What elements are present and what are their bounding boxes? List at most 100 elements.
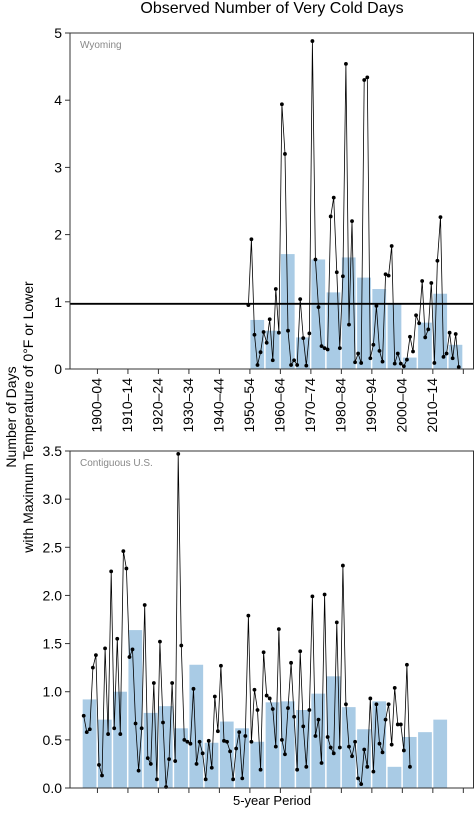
- annual-point-1934: [200, 751, 205, 756]
- annual-point-1915: [142, 603, 147, 607]
- annual-point-2012: [438, 215, 443, 220]
- annual-point-1958: [273, 287, 278, 291]
- annual-point-1995: [386, 273, 391, 278]
- annual-point-2011: [435, 258, 440, 263]
- annual-point-1982: [347, 322, 351, 327]
- annual-point-1980: [340, 563, 345, 568]
- annual-point-1903: [106, 732, 111, 736]
- annual-point-2008: [426, 327, 431, 332]
- x-tick-label-1960: 1960–64: [271, 378, 287, 433]
- annual-series-line: [83, 453, 411, 788]
- annual-point-1927: [179, 643, 184, 648]
- annual-point-1968: [304, 764, 309, 769]
- annual-point-2001: [405, 357, 409, 362]
- annual-point-1901: [100, 773, 104, 778]
- annual-point-1956: [267, 317, 272, 322]
- annual-point-1949: [246, 613, 251, 618]
- annual-point-1904: [109, 569, 114, 574]
- annual-point-1914: [139, 726, 144, 731]
- y-tick-label: 2: [54, 227, 62, 243]
- annual-point-1923: [167, 757, 171, 762]
- annual-point-1996: [389, 742, 394, 747]
- annual-point-1956: [267, 696, 272, 701]
- y-tick-label: 1.5: [43, 636, 63, 652]
- annual-point-1965: [295, 767, 300, 772]
- annual-point-1959: [276, 627, 281, 632]
- panel-contiguous-us: 0.0 0.5 1.0 1.5 2.0 2.5 3.0 3.5 Contiguous U.S.: [43, 443, 474, 796]
- annual-point-2014: [444, 351, 449, 356]
- bar-1920: [158, 706, 173, 788]
- bar-1955: [265, 330, 280, 369]
- y-tick-label: 4: [54, 92, 62, 108]
- annual-point-1972: [316, 717, 321, 722]
- annual-point-1909: [124, 566, 129, 571]
- annual-point-1985: [356, 776, 361, 781]
- annual-point-2002: [408, 764, 412, 769]
- annual-point-1963: [289, 363, 293, 367]
- bar-1960: [280, 701, 295, 788]
- annual-point-1967: [301, 724, 306, 729]
- y-tick-label: 3.0: [43, 491, 63, 507]
- annual-point-1988: [365, 75, 370, 80]
- annual-point-1999: [398, 722, 403, 727]
- annual-point-1963: [289, 660, 293, 665]
- annual-point-1970: [310, 39, 315, 43]
- annual-point-1971: [313, 257, 318, 262]
- annual-point-1979: [337, 745, 342, 750]
- y-tick-label: 2.0: [43, 587, 63, 603]
- x-tick-label-1980: 1980–84: [332, 378, 348, 433]
- bar-2005: [418, 732, 432, 788]
- bar-1925: [174, 728, 188, 788]
- annual-point-1969: [307, 331, 312, 336]
- bar-1970: [311, 693, 326, 788]
- annual-point-1960: [280, 102, 284, 107]
- annual-point-1983: [350, 219, 354, 224]
- annual-point-1992: [377, 348, 382, 353]
- bar-1950: [250, 741, 265, 788]
- annual-point-1911: [130, 647, 135, 652]
- annual-point-1952: [255, 708, 260, 712]
- annual-point-1952: [255, 363, 260, 367]
- x-tick-label-1940: 1940–44: [210, 378, 226, 433]
- annual-point-1916: [145, 756, 150, 761]
- annual-point-1997: [392, 685, 397, 690]
- annual-point-1918: [151, 681, 156, 685]
- annual-point-1944: [231, 777, 236, 782]
- bar-2010: [433, 719, 448, 788]
- annual-point-1940: [219, 663, 223, 668]
- x-tick-label-1900: 1900–04: [88, 378, 104, 433]
- annual-point-1895: [81, 713, 86, 718]
- annual-point-1993: [380, 750, 385, 755]
- bar-1900: [97, 719, 112, 788]
- annual-point-1991: [374, 303, 379, 308]
- annual-point-1990: [371, 769, 376, 774]
- x-tick-label-1990: 1990–94: [363, 378, 379, 433]
- annual-point-1947: [240, 776, 245, 781]
- annual-point-1933: [197, 739, 202, 744]
- annual-point-1917: [148, 762, 153, 766]
- annual-point-1913: [136, 768, 141, 773]
- annual-point-1987: [362, 78, 367, 82]
- annual-point-1991: [374, 702, 379, 707]
- y-tick-label: 1: [54, 294, 62, 310]
- annual-point-1964: [292, 714, 297, 719]
- annual-point-1977: [331, 751, 336, 756]
- annual-point-1919: [154, 777, 159, 782]
- bar-1975: [326, 292, 341, 369]
- y-tick-label: 2.5: [43, 539, 63, 555]
- annual-point-1998: [395, 351, 400, 356]
- y-tick-label: 3: [54, 159, 62, 175]
- annual-point-1897: [87, 727, 92, 732]
- annual-point-1968: [304, 363, 309, 368]
- annual-point-1993: [380, 359, 385, 364]
- annual-point-1958: [273, 744, 278, 749]
- annual-point-1937: [209, 765, 214, 770]
- annual-point-1970: [310, 594, 315, 599]
- annual-point-1974: [322, 346, 327, 351]
- annual-point-1898: [90, 665, 95, 670]
- annual-point-2001: [405, 662, 409, 667]
- annual-point-1939: [215, 729, 220, 734]
- annual-point-1986: [359, 361, 364, 365]
- annual-point-1948: [243, 734, 248, 738]
- annual-point-2000: [401, 364, 406, 369]
